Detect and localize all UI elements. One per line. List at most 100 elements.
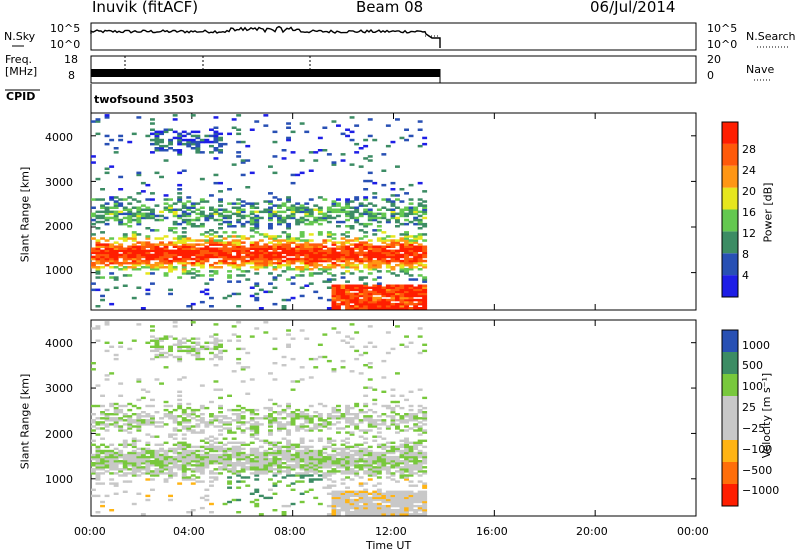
power-cell — [304, 214, 310, 218]
power-cell — [168, 229, 173, 232]
power-cell — [408, 251, 414, 255]
velocity-cell — [390, 417, 396, 420]
velocity-cell — [385, 466, 391, 469]
velocity-cell — [286, 451, 291, 455]
velocity-cell — [358, 504, 364, 508]
velocity-cell — [390, 492, 396, 495]
velocity-cell — [268, 478, 273, 481]
velocity-cell — [349, 504, 355, 508]
velocity-cell — [404, 421, 409, 424]
velocity-cell — [272, 421, 278, 424]
power-cell — [367, 298, 373, 302]
velocity-cell — [204, 421, 210, 424]
velocity-cell — [150, 455, 155, 459]
power-cell — [358, 229, 364, 232]
power-cell — [399, 188, 405, 191]
velocity-cell — [331, 511, 337, 514]
power-cell — [109, 255, 115, 259]
power-cell — [345, 305, 350, 308]
velocity-cell — [199, 413, 205, 416]
power-cell — [385, 124, 391, 127]
power-cell — [331, 290, 337, 294]
velocity-cell — [290, 502, 296, 506]
power-cell — [199, 212, 205, 216]
power-cell — [186, 132, 192, 136]
power-cell — [268, 216, 273, 220]
velocity-cell — [209, 449, 214, 453]
power-cell — [254, 257, 260, 261]
velocity-cell — [404, 398, 409, 402]
power-cell — [422, 284, 428, 287]
power-cell — [385, 263, 391, 267]
power-cell — [268, 241, 273, 244]
power-cell — [154, 214, 160, 218]
power-cell — [231, 202, 237, 205]
velocity-cell — [336, 509, 341, 512]
power-cell — [381, 169, 387, 172]
velocity-cell — [190, 321, 196, 324]
velocity-cell — [358, 490, 364, 493]
velocity-cell — [227, 470, 232, 473]
power-cell — [390, 253, 396, 257]
power-cell — [345, 247, 350, 250]
velocity-cell — [326, 470, 332, 473]
velocity-cell — [136, 429, 142, 432]
power-cell — [326, 298, 332, 302]
power-cell — [209, 239, 214, 242]
power-cell — [127, 208, 133, 211]
power-cell — [399, 284, 405, 287]
power-cell — [249, 255, 255, 259]
power-cell — [186, 247, 192, 250]
power-cell — [150, 243, 155, 246]
power-cell — [367, 179, 373, 183]
velocity-cell — [181, 476, 187, 479]
power-cell — [136, 206, 142, 209]
power-cell — [286, 233, 291, 236]
velocity-cell — [268, 460, 273, 463]
power-cell — [363, 198, 369, 201]
power-cell — [336, 214, 341, 218]
velocity-cell — [195, 343, 201, 346]
power-cell — [272, 140, 278, 144]
power-cell — [209, 206, 214, 209]
power-cell — [204, 214, 210, 218]
velocity-cell — [122, 472, 128, 475]
velocity-cell — [295, 415, 301, 418]
velocity-cell — [299, 439, 305, 442]
power-cell — [413, 255, 419, 259]
power-colorbar-swatch — [722, 231, 738, 254]
power-cell — [408, 278, 414, 281]
velocity-cell — [322, 464, 328, 467]
velocity-cell — [399, 443, 405, 446]
velocity-cell — [209, 347, 214, 351]
power-cell — [417, 227, 423, 230]
velocity-cell — [404, 492, 409, 495]
velocity-cell — [354, 451, 360, 455]
velocity-cell — [91, 488, 96, 491]
power-cell — [181, 204, 187, 207]
power-cell — [109, 272, 115, 275]
power-cell — [422, 190, 428, 193]
power-cell — [336, 288, 341, 292]
power-cell — [404, 296, 409, 300]
power-cell — [95, 268, 101, 271]
power-cell — [376, 261, 382, 265]
velocity-cell — [136, 470, 142, 473]
velocity-cell — [231, 325, 237, 328]
velocity-cell — [308, 478, 314, 481]
velocity-cell — [390, 400, 396, 404]
power-cell — [113, 255, 119, 259]
power-cell — [231, 126, 237, 129]
power-cell — [376, 305, 382, 308]
power-cell — [204, 247, 210, 250]
power-cell — [245, 278, 251, 281]
velocity-cell — [422, 460, 428, 463]
power-cell — [308, 261, 314, 265]
power-cell — [254, 243, 260, 246]
power-cell — [299, 247, 305, 250]
power-cell — [240, 208, 246, 211]
power-cell — [222, 296, 228, 300]
velocity-cell — [413, 513, 419, 516]
velocity-cell — [367, 425, 373, 428]
power-cell — [213, 261, 219, 265]
